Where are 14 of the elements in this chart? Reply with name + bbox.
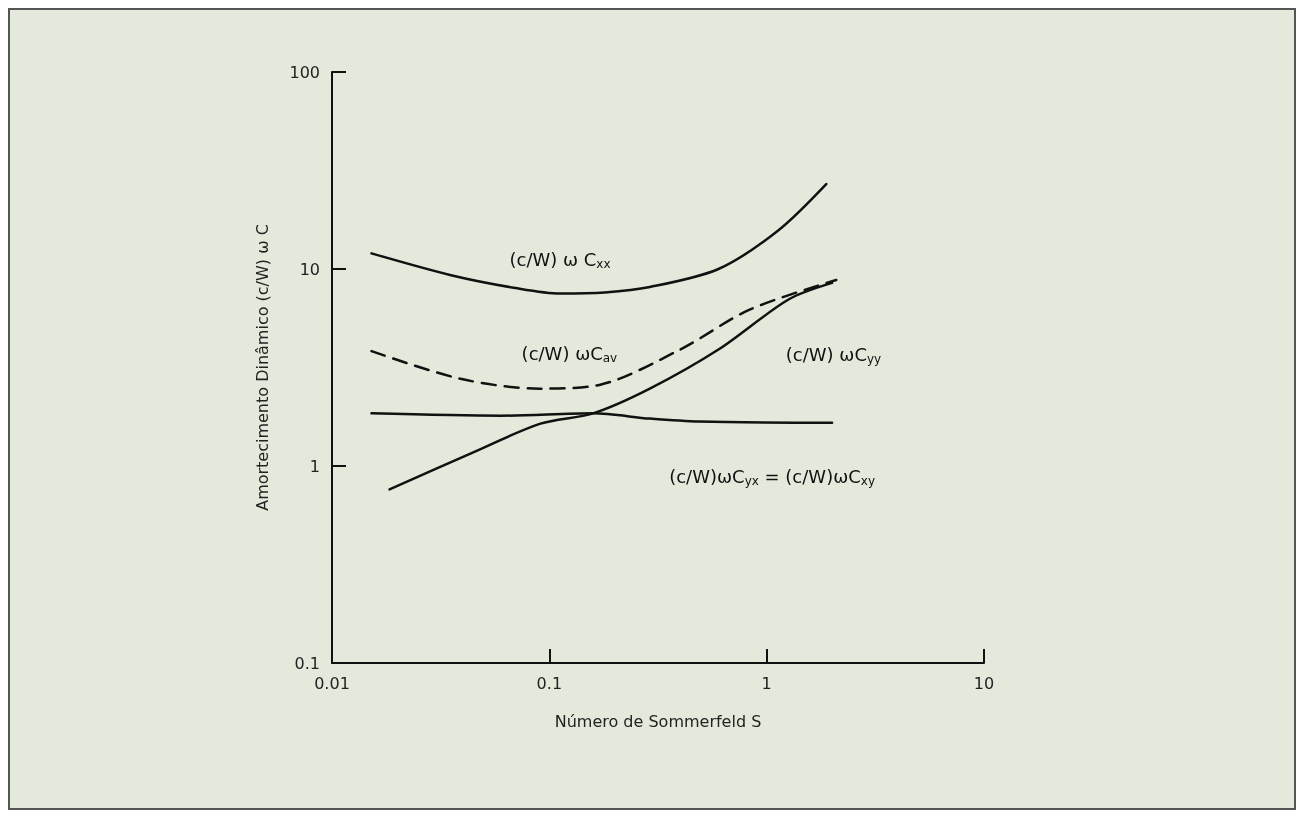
- y-tick-label: 1: [309, 456, 320, 476]
- x-axis-title: Número de Sommerfeld S: [554, 711, 762, 731]
- y-axis-title: Amortecimento Dinâmico (c/W) ω C: [252, 224, 272, 511]
- x-tick-label: 1: [761, 673, 772, 693]
- series-label: (c/W) ω Cxx: [509, 249, 611, 271]
- x-tick-label: 0.01: [314, 673, 350, 693]
- x-tick-label: 10: [973, 673, 995, 693]
- series-label: (c/W) ωCyy: [785, 344, 882, 366]
- series-label: (c/W) ωCav: [521, 343, 618, 365]
- text: (c/W)ωCyx = (c/W)ωCxy: [669, 466, 875, 488]
- y-tick-label: 100: [289, 62, 320, 82]
- y-tick-label: 10: [299, 259, 320, 279]
- x-tick-label: 0.1: [536, 673, 563, 693]
- y-tick-label: 0.1: [294, 653, 320, 673]
